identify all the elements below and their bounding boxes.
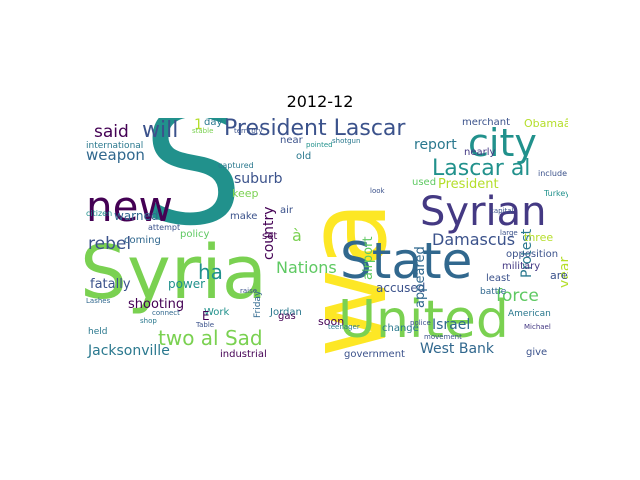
word-66: citizen bbox=[86, 209, 113, 218]
word-34: airport bbox=[361, 236, 376, 280]
word-20: report bbox=[414, 137, 457, 153]
word-5: Syrian bbox=[420, 189, 547, 235]
word-32: accused bbox=[376, 281, 426, 295]
word-48: make bbox=[230, 211, 258, 222]
word-33: appeared bbox=[413, 246, 428, 308]
word-44: Obamaâ bbox=[524, 118, 568, 130]
word-46: coming bbox=[124, 235, 161, 246]
word-13: rebel bbox=[88, 234, 132, 254]
word-21: President bbox=[438, 177, 499, 192]
word-8: President Lascar bbox=[224, 118, 406, 141]
word-27: fatally bbox=[90, 277, 131, 292]
word-80: raise bbox=[240, 287, 258, 295]
word-62: near bbox=[280, 135, 303, 146]
word-85: shotgun bbox=[332, 137, 361, 145]
word-51: gas bbox=[278, 311, 296, 322]
word-42: nearly bbox=[464, 147, 496, 158]
word-86: pointed bbox=[306, 141, 333, 149]
word-31: Israel bbox=[432, 317, 471, 333]
word-14: warned bbox=[114, 209, 159, 223]
word-84: territory bbox=[234, 127, 263, 135]
word-11: weapon bbox=[86, 146, 145, 164]
word-73: police bbox=[410, 319, 431, 327]
word-36: industrial bbox=[220, 349, 267, 360]
word-83: stable bbox=[192, 127, 214, 135]
word-cloud: S wa Syria United State Syrian new city … bbox=[80, 118, 568, 362]
word-3: United bbox=[338, 290, 509, 350]
word-35: government bbox=[344, 349, 405, 360]
word-72: movement bbox=[424, 333, 462, 341]
word-79: Table bbox=[196, 321, 215, 329]
word-58: American bbox=[508, 309, 551, 319]
word-71: Michael bbox=[524, 323, 551, 331]
word-10: will bbox=[142, 118, 179, 143]
word-41: used bbox=[412, 177, 437, 188]
word-88: capital bbox=[490, 207, 514, 215]
word-39: soon bbox=[318, 315, 345, 328]
chart-title: 2012-12 bbox=[286, 92, 354, 111]
word-37: Jordan bbox=[270, 307, 302, 318]
word-56: opposition bbox=[506, 249, 559, 260]
word-43: merchant bbox=[462, 118, 511, 128]
word-65: international bbox=[86, 141, 144, 151]
word-47: policy bbox=[180, 229, 210, 240]
word-78: Lashes bbox=[86, 297, 111, 305]
word-77: 1 bbox=[194, 118, 203, 133]
word-54: least bbox=[486, 273, 511, 284]
word-53: give bbox=[526, 347, 548, 358]
word-28: force bbox=[496, 286, 539, 306]
word-25: power bbox=[168, 277, 206, 291]
word-26: shooting bbox=[128, 297, 185, 312]
word-55: military bbox=[502, 261, 541, 272]
word-81: connect bbox=[152, 309, 180, 317]
word-45: area bbox=[550, 269, 568, 282]
word-18: West Bank bbox=[420, 341, 495, 357]
word-38: keep bbox=[232, 187, 259, 200]
word-16: two al Sad bbox=[158, 326, 263, 350]
word-19: Damascus bbox=[432, 230, 516, 249]
word-0: S bbox=[142, 118, 244, 261]
word-70: Turkey bbox=[544, 189, 568, 198]
word-6: new bbox=[86, 182, 173, 231]
word-52: change bbox=[382, 323, 419, 334]
word-2: Syria bbox=[80, 230, 268, 316]
word-17: Jacksonville bbox=[88, 343, 170, 359]
word-75: E bbox=[202, 309, 210, 323]
word-57: battle bbox=[480, 287, 507, 297]
word-87: look bbox=[370, 187, 385, 195]
word-69: include bbox=[538, 169, 567, 178]
word-68: attempt bbox=[148, 223, 181, 232]
word-12: said bbox=[94, 122, 129, 142]
word-22: Nations bbox=[276, 258, 337, 277]
word-49: held bbox=[88, 327, 108, 337]
word-15: ha bbox=[198, 260, 223, 284]
word-40: three bbox=[524, 231, 554, 244]
word-9: Lascar al bbox=[432, 156, 531, 181]
word-63: old bbox=[296, 151, 312, 162]
word-82: shop bbox=[140, 317, 157, 325]
word-61: air bbox=[280, 205, 294, 216]
word-67: captured bbox=[218, 161, 254, 170]
word-50: Work bbox=[204, 307, 230, 318]
word-64: day bbox=[204, 118, 223, 128]
word-4: State bbox=[340, 232, 473, 290]
word-24: suburb bbox=[234, 171, 283, 187]
word-76: à bbox=[292, 226, 302, 245]
word-74: teenager bbox=[328, 323, 360, 331]
word-89: large bbox=[500, 229, 518, 237]
word-60: set bbox=[262, 231, 278, 242]
word-7: city bbox=[468, 121, 537, 165]
